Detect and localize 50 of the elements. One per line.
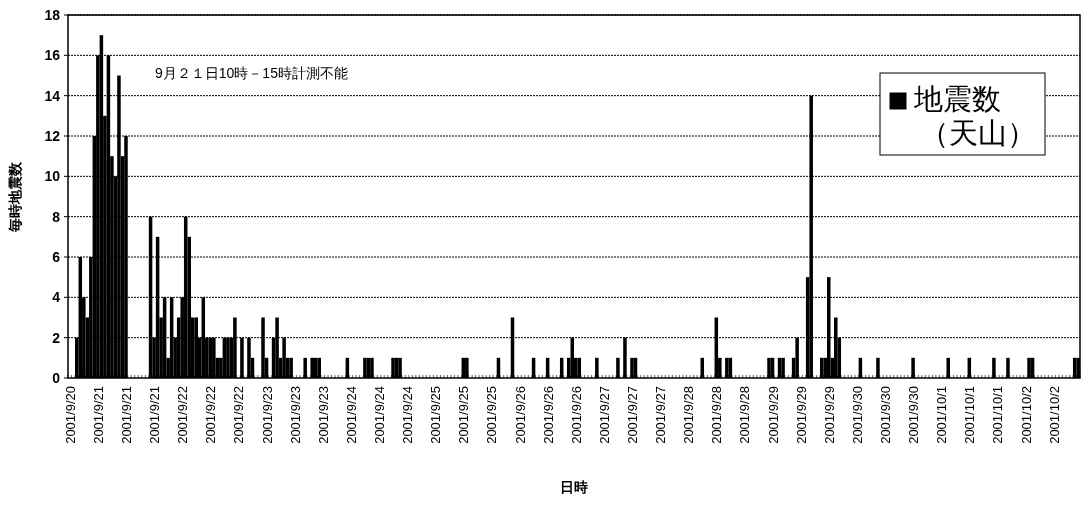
x-tick-label: 2001/9/21 <box>118 386 134 444</box>
x-tick-label: 2001/9/22 <box>231 386 247 444</box>
legend-label: 地震数（天山） <box>913 83 1036 149</box>
x-tick-label: 2001/10/1 <box>934 386 950 444</box>
x-tick-label: 2001/10/2 <box>1046 386 1062 444</box>
x-tick-label: 2001/9/22 <box>203 386 219 444</box>
x-tick-label: 2001/10/1 <box>962 386 978 444</box>
y-tick-label: 16 <box>44 47 61 64</box>
x-tick-label: 2001/9/22 <box>175 386 191 444</box>
y-axis-title: 毎時地震数 <box>7 160 23 233</box>
y-tick-label: 14 <box>44 87 61 104</box>
x-tick-label: 2001/9/30 <box>849 386 865 444</box>
x-tick-label: 2001/9/26 <box>568 386 584 444</box>
x-tick-label: 2001/9/27 <box>596 386 612 444</box>
y-tick-label: 18 <box>44 7 61 23</box>
x-tick-label: 2001/9/26 <box>540 386 556 444</box>
x-tick-label: 2001/9/25 <box>484 386 500 444</box>
x-tick-label: 2001/9/21 <box>147 386 163 444</box>
y-tick-label: 2 <box>52 329 61 346</box>
y-tick-label: 6 <box>52 249 61 265</box>
x-tick-label: 2001/10/1 <box>990 386 1006 444</box>
x-tick-label: 2001/10/2 <box>1018 386 1034 444</box>
x-tick-label: 2001/9/29 <box>821 386 837 444</box>
annotation: 9月２１日10時－15時計測不能 <box>155 65 348 81</box>
x-tick-label: 2001/9/28 <box>737 386 753 444</box>
x-tick-label: 2001/9/25 <box>456 386 472 444</box>
x-tick-label: 2001/9/23 <box>315 386 331 444</box>
x-tick-label: 2001/9/28 <box>709 386 725 444</box>
y-tick-label: 10 <box>44 168 61 185</box>
x-tick-label: 2001/9/29 <box>793 386 809 444</box>
x-tick-label: 2001/9/27 <box>624 386 640 444</box>
x-tick-label: 2001/9/24 <box>371 386 387 444</box>
x-tick-label: 2001/9/21 <box>90 386 106 444</box>
x-tick-label: 2001/9/28 <box>681 386 697 444</box>
x-tick-label: 2001/9/30 <box>906 386 922 444</box>
x-tick-label: 2001/9/25 <box>428 386 444 444</box>
x-tick-label: 2001/9/26 <box>512 386 528 444</box>
x-tick-label: 2001/9/24 <box>400 386 416 444</box>
x-tick-label: 2001/9/24 <box>343 386 359 444</box>
x-tick-label: 2001/9/27 <box>653 386 669 444</box>
y-tick-label: 0 <box>52 370 61 386</box>
x-axis-title: 日時 <box>560 479 588 495</box>
y-tick-label: 12 <box>44 128 61 144</box>
x-tick-label: 2001/9/20 <box>62 386 78 444</box>
x-tick-label: 2001/9/23 <box>259 386 275 444</box>
y-tick-label: 8 <box>52 208 61 225</box>
y-tick-label: 4 <box>52 289 61 306</box>
x-tick-label: 2001/9/30 <box>877 386 893 444</box>
x-tick-label: 2001/9/23 <box>287 386 303 444</box>
x-tick-label: 2001/9/29 <box>765 386 781 444</box>
